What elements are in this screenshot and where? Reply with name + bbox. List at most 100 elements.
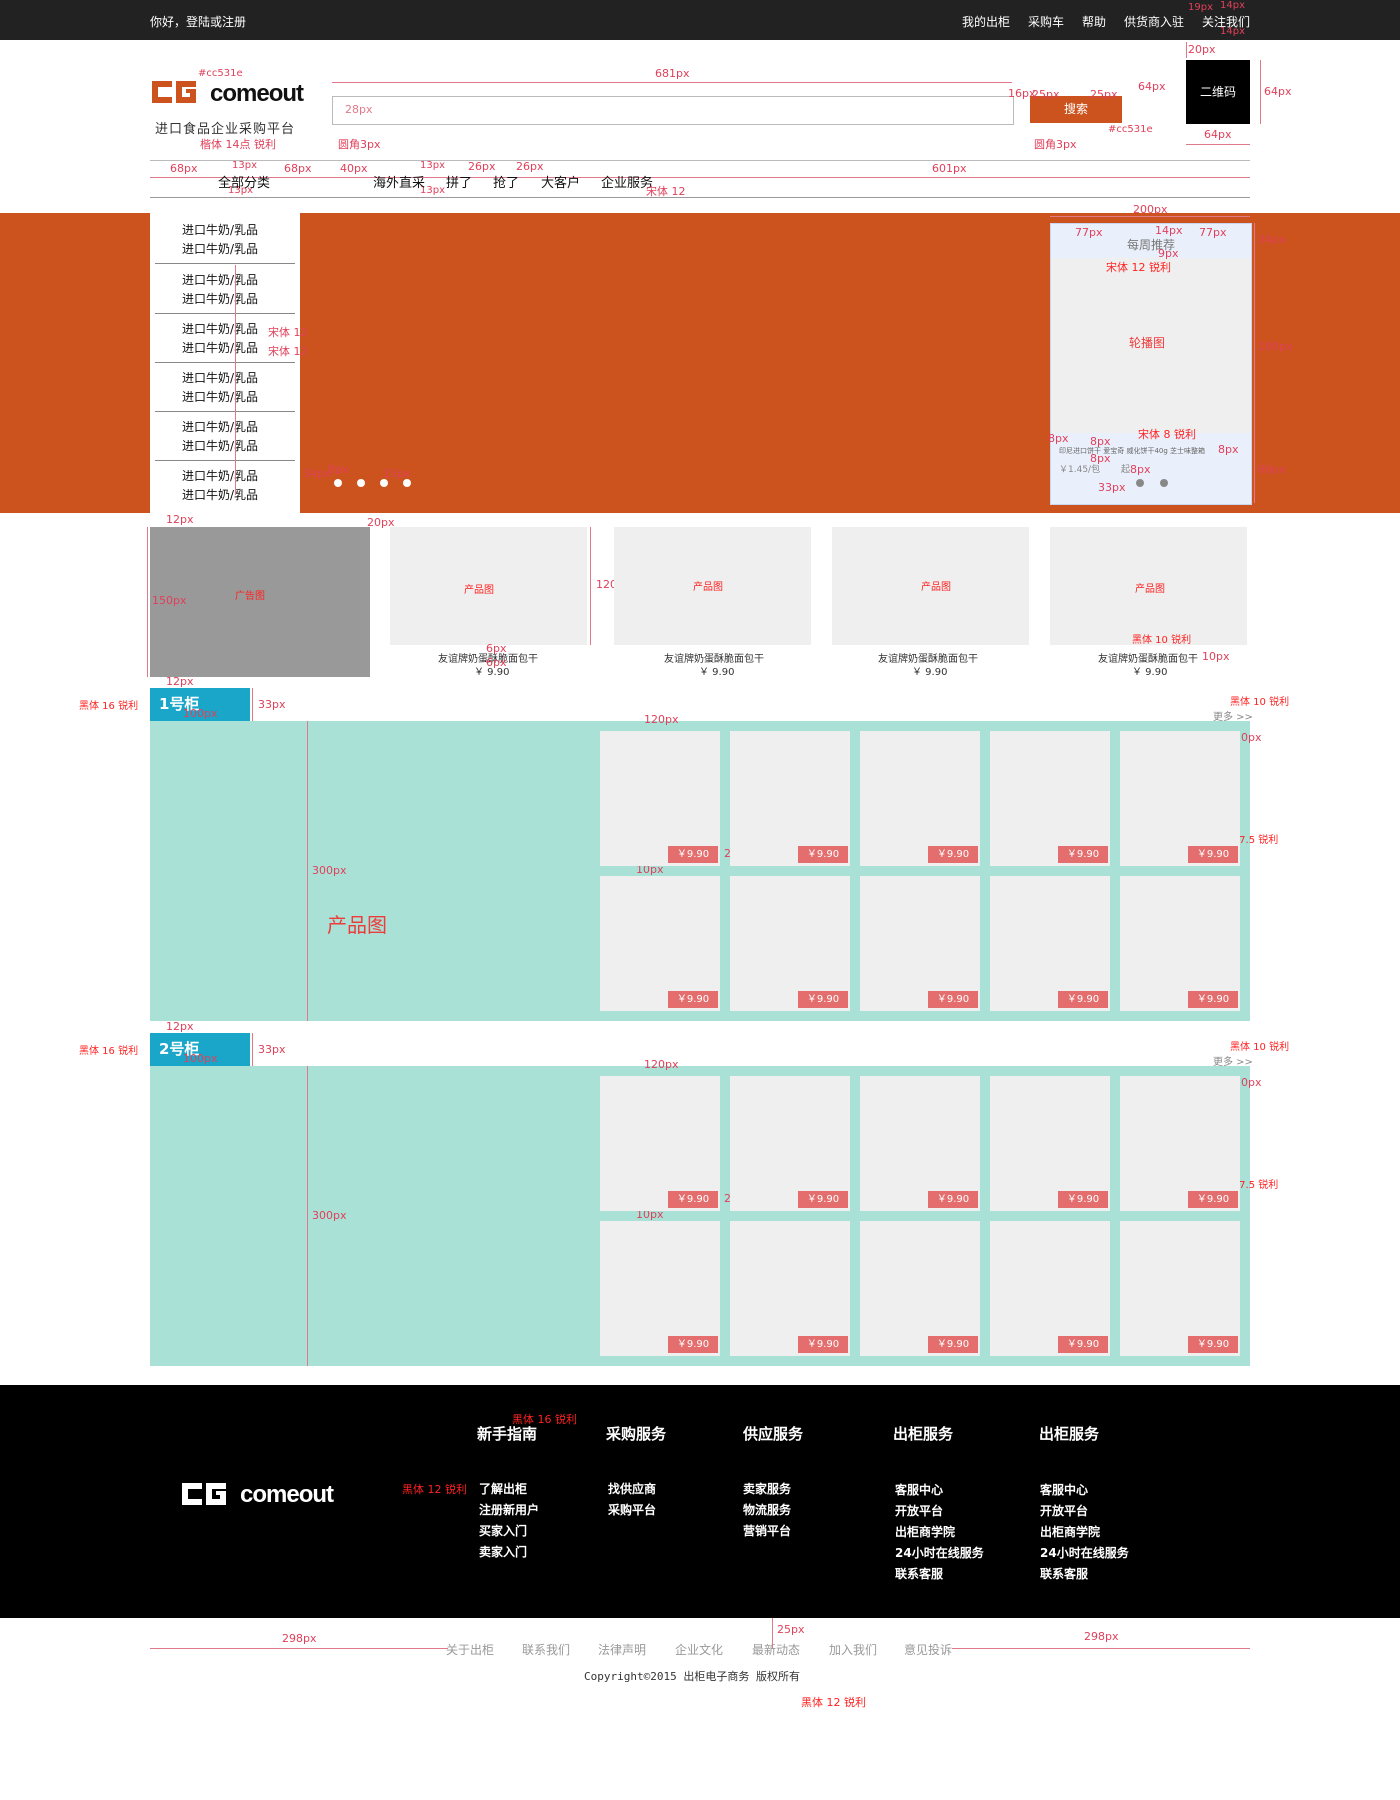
product-tile[interactable]: ￥9.90 <box>730 731 850 866</box>
category-item[interactable]: 进口牛奶/乳品 <box>182 292 259 306</box>
cabinet-tag[interactable]: 2号柜 <box>150 1033 250 1066</box>
category-group[interactable]: 进口牛奶/乳品 进口牛奶/乳品 <box>155 215 295 264</box>
product-tile[interactable]: ￥9.90 <box>990 731 1110 866</box>
product-tile[interactable]: ￥9.90 <box>860 876 980 1011</box>
bottom-link[interactable]: 企业文化 <box>675 1643 724 1657</box>
weekly-recommend-panel[interactable]: 每周推荐 轮播图 印尼进口饼干 爱宝奇 威化饼干40g 芝士味整箱 ￥1.45/… <box>1050 223 1252 505</box>
footer-link[interactable]: 开放平台 <box>895 1504 944 1518</box>
product-tile[interactable]: ￥9.90 <box>860 1221 980 1356</box>
footer-link[interactable]: 联系客服 <box>895 1567 944 1581</box>
footer-logo-text[interactable]: comeout <box>240 1481 334 1508</box>
category-group[interactable]: 进口牛奶/乳品 进口牛奶/乳品 <box>155 314 295 363</box>
product-name[interactable]: 友谊牌奶蛋酥脆面包干 <box>664 654 764 665</box>
bottom-link[interactable]: 意见投诉 <box>904 1643 953 1657</box>
ad-banner[interactable]: 广告图 <box>150 527 370 677</box>
category-item[interactable]: 进口牛奶/乳品 <box>182 390 259 404</box>
product-tile[interactable]: ￥9.90 <box>990 1221 1110 1356</box>
category-item[interactable]: 进口牛奶/乳品 <box>182 341 259 355</box>
category-group[interactable]: 进口牛奶/乳品 进口牛奶/乳品 <box>155 363 295 412</box>
nav-help[interactable]: 帮助 <box>1082 15 1107 29</box>
product-tile[interactable]: ￥9.90 <box>730 1221 850 1356</box>
footer-link[interactable]: 注册新用户 <box>479 1503 540 1517</box>
logo-text[interactable]: comeout <box>210 80 304 107</box>
product-image[interactable]: 产品图 <box>390 527 587 645</box>
product-tile[interactable]: ￥9.90 <box>1120 1076 1240 1211</box>
more-link[interactable]: 更多 >> <box>1213 1057 1253 1068</box>
nav-tab-enterprise[interactable]: 企业服务 <box>601 176 654 191</box>
footer-link[interactable]: 客服中心 <box>895 1483 944 1497</box>
category-item[interactable]: 进口牛奶/乳品 <box>182 439 259 453</box>
category-item[interactable]: 进口牛奶/乳品 <box>182 469 259 483</box>
footer-link[interactable]: 客服中心 <box>1040 1483 1089 1497</box>
bottom-link[interactable]: 加入我们 <box>829 1643 878 1657</box>
product-tile[interactable]: ￥9.90 <box>860 731 980 866</box>
product-tile[interactable]: ￥9.90 <box>860 1076 980 1211</box>
weekly-carousel[interactable]: 轮播图 <box>1051 258 1251 433</box>
bottom-link[interactable]: 最新动态 <box>752 1643 801 1657</box>
product-tile[interactable]: ￥9.90 <box>1120 876 1240 1011</box>
footer-link[interactable]: 出柜商学院 <box>1040 1525 1101 1539</box>
category-item[interactable]: 进口牛奶/乳品 <box>182 223 259 237</box>
footer-link[interactable]: 联系客服 <box>1040 1567 1089 1581</box>
logo-mark-icon[interactable] <box>150 75 200 109</box>
footer-link[interactable]: 24小时在线服务 <box>1040 1546 1129 1560</box>
nav-tab-group-buy[interactable]: 拼了 <box>446 176 473 191</box>
weekly-dot[interactable] <box>1136 479 1144 487</box>
nav-tab-overseas[interactable]: 海外直采 <box>373 176 426 191</box>
cabinet-feature-label[interactable]: 产品图 <box>327 913 387 937</box>
more-link[interactable]: 更多 >> <box>1213 712 1253 723</box>
bottom-link[interactable]: 联系我们 <box>522 1643 571 1657</box>
product-tile[interactable]: ￥9.90 <box>600 731 720 866</box>
product-tile[interactable]: ￥9.90 <box>600 1076 720 1211</box>
product-tile[interactable]: ￥9.90 <box>600 1221 720 1356</box>
product-name[interactable]: 友谊牌奶蛋酥脆面包干 <box>878 654 978 665</box>
all-categories-button[interactable]: 全部分类 <box>218 176 271 191</box>
product-tile[interactable]: ￥9.90 <box>730 876 850 1011</box>
carousel-dot[interactable] <box>380 479 388 487</box>
carousel-dot[interactable] <box>403 479 411 487</box>
category-item[interactable]: 进口牛奶/乳品 <box>182 242 259 256</box>
nav-cart[interactable]: 采购车 <box>1028 15 1065 29</box>
nav-my-cabinet[interactable]: 我的出柜 <box>962 15 1011 29</box>
search-input[interactable]: 28px <box>332 96 1014 125</box>
product-tile[interactable]: ￥9.90 <box>990 876 1110 1011</box>
footer-link[interactable]: 买家入门 <box>479 1524 528 1538</box>
qr-code-icon[interactable]: 二维码 <box>1186 60 1250 124</box>
product-tile[interactable]: ￥9.90 <box>1120 731 1240 866</box>
footer-link[interactable]: 出柜商学院 <box>895 1525 956 1539</box>
product-image[interactable]: 产品图 <box>614 527 811 645</box>
login-register-link[interactable]: 你好，登陆或注册 <box>150 15 247 29</box>
category-group[interactable]: 进口牛奶/乳品 进口牛奶/乳品 <box>155 461 295 509</box>
carousel-dot[interactable] <box>357 479 365 487</box>
footer-link[interactable]: 营销平台 <box>743 1524 792 1538</box>
nav-follow-us[interactable]: 关注我们 <box>1202 15 1251 29</box>
search-button[interactable]: 搜索 <box>1030 96 1122 123</box>
product-tile[interactable]: ￥9.90 <box>1120 1221 1240 1356</box>
footer-link[interactable]: 卖家入门 <box>479 1545 528 1559</box>
category-item[interactable]: 进口牛奶/乳品 <box>182 273 259 287</box>
nav-tab-flash-sale[interactable]: 抢了 <box>493 176 520 191</box>
product-tile[interactable]: ￥9.90 <box>600 876 720 1011</box>
carousel-dot[interactable] <box>334 479 342 487</box>
footer-link[interactable]: 开放平台 <box>1040 1504 1089 1518</box>
category-group[interactable]: 进口牛奶/乳品 进口牛奶/乳品 <box>155 412 295 461</box>
product-image[interactable]: 产品图 <box>832 527 1029 645</box>
category-group[interactable]: 进口牛奶/乳品 进口牛奶/乳品 <box>155 265 295 314</box>
footer-link[interactable]: 24小时在线服务 <box>895 1546 984 1560</box>
category-item[interactable]: 进口牛奶/乳品 <box>182 420 259 434</box>
product-name[interactable]: 友谊牌奶蛋酥脆面包干 <box>438 654 538 665</box>
category-item[interactable]: 进口牛奶/乳品 <box>182 371 259 385</box>
footer-link[interactable]: 采购平台 <box>608 1503 657 1517</box>
weekly-dot[interactable] <box>1160 479 1168 487</box>
footer-link[interactable]: 了解出柜 <box>479 1482 528 1496</box>
product-name[interactable]: 友谊牌奶蛋酥脆面包干 <box>1098 654 1198 665</box>
footer-link[interactable]: 物流服务 <box>743 1503 792 1517</box>
cabinet-tag[interactable]: 1号柜 <box>150 688 250 721</box>
bottom-link[interactable]: 关于出柜 <box>446 1643 495 1657</box>
product-tile[interactable]: ￥9.90 <box>730 1076 850 1211</box>
footer-link[interactable]: 找供应商 <box>608 1482 657 1496</box>
footer-link[interactable]: 卖家服务 <box>743 1482 792 1496</box>
product-tile[interactable]: ￥9.90 <box>990 1076 1110 1211</box>
category-item[interactable]: 进口牛奶/乳品 <box>182 322 259 336</box>
product-image[interactable]: 产品图 <box>1050 527 1247 645</box>
